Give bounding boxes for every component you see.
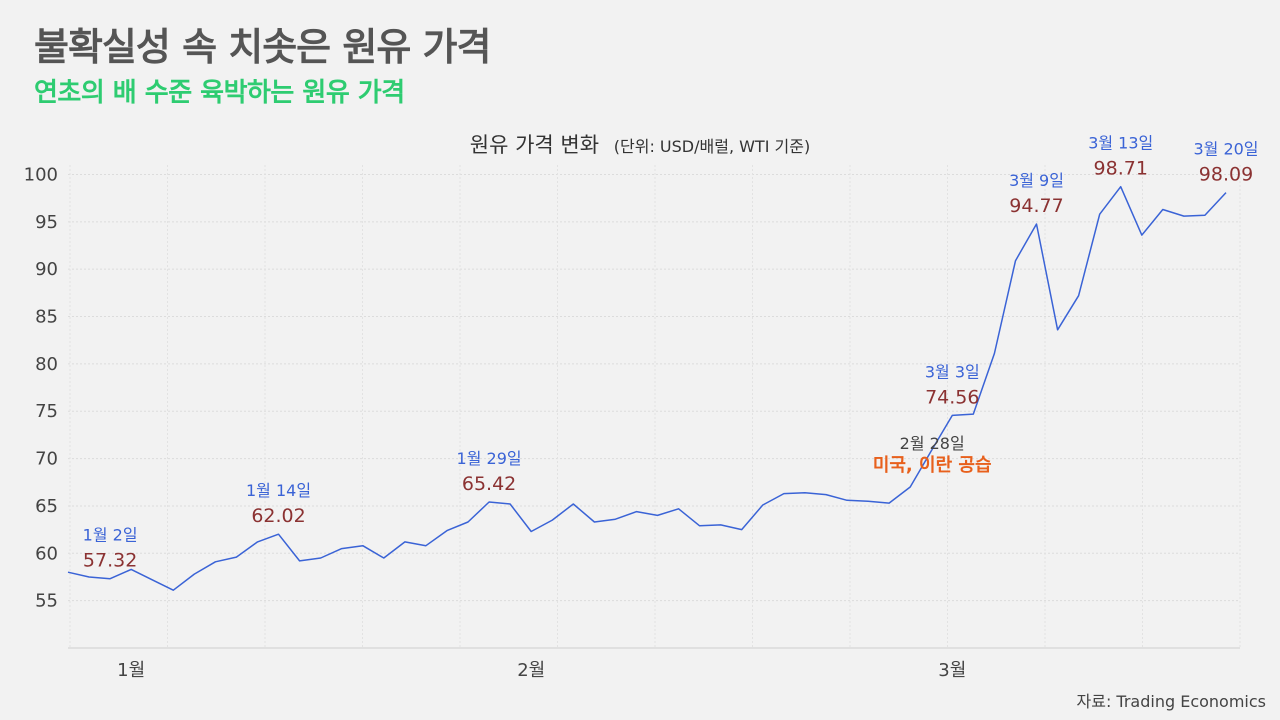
y-tick-label: 90 bbox=[35, 259, 58, 280]
x-tick-label: 2월 bbox=[517, 660, 545, 681]
price-line bbox=[67, 185, 1227, 591]
annotation-date-label: 3월 13일 bbox=[1088, 134, 1153, 153]
headline: 불확실성 속 치솟은 원유 가격 bbox=[34, 25, 491, 69]
annotation-value-label: 98.09 bbox=[1199, 164, 1253, 186]
y-tick-label: 75 bbox=[35, 401, 58, 422]
y-tick-label: 60 bbox=[35, 543, 58, 564]
chart-title: 원유 가격 변화 (단위: USD/배럴, WTI 기준) bbox=[470, 133, 810, 157]
data-labels: 1월 2일 57.32 1월 14일 62.02 1월 29일 65.42 3월 3일 74.… bbox=[83, 134, 1259, 572]
annotation-date-label: 1월 2일 bbox=[83, 526, 138, 545]
x-axis: 1월 2월 3월 bbox=[68, 647, 1240, 681]
annotation-date-label: 3월 20일 bbox=[1193, 140, 1258, 159]
chart-title-main: 원유 가격 변화 bbox=[470, 133, 599, 157]
annotation-value-label: 98.71 bbox=[1094, 158, 1148, 180]
annotation-date-label: 1월 29일 bbox=[457, 449, 522, 468]
y-tick-label: 85 bbox=[35, 307, 58, 328]
annotation-value-label: 65.42 bbox=[462, 473, 516, 495]
source-note: 자료: Trading Economics bbox=[1076, 692, 1267, 711]
y-tick-label: 80 bbox=[35, 354, 58, 375]
annotation-value-label: 57.32 bbox=[83, 550, 137, 572]
y-tick-label: 100 bbox=[24, 164, 58, 185]
y-tick-label: 95 bbox=[35, 212, 58, 233]
annotation-date-label: 1월 14일 bbox=[246, 481, 311, 500]
event-date-label: 2월 28일 bbox=[900, 434, 965, 453]
y-tick-label: 65 bbox=[35, 496, 58, 517]
x-tick-label: 3월 bbox=[938, 660, 966, 681]
y-tick-label: 55 bbox=[35, 591, 58, 612]
annotation-date-label: 3월 9일 bbox=[1009, 171, 1064, 190]
grid-lines bbox=[68, 165, 1241, 648]
annotation-value-label: 94.77 bbox=[1009, 195, 1063, 217]
subheadline: 연초의 배 수준 육박하는 원유 가격 bbox=[34, 78, 405, 108]
annotation-value-label: 62.02 bbox=[251, 505, 305, 527]
chart-title-unit: (단위: USD/배럴, WTI 기준) bbox=[614, 137, 810, 156]
annotation-date-label: 3월 3일 bbox=[925, 362, 980, 381]
price-series bbox=[67, 185, 1227, 591]
annotation-value-label: 74.56 bbox=[925, 386, 979, 408]
y-axis: 55 60 65 70 75 80 85 90 95 100 bbox=[24, 164, 58, 611]
y-tick-label: 70 bbox=[35, 449, 58, 470]
event-text-label: 미국, 이란 공습 bbox=[873, 455, 992, 476]
x-tick-label: 1월 bbox=[117, 660, 145, 681]
